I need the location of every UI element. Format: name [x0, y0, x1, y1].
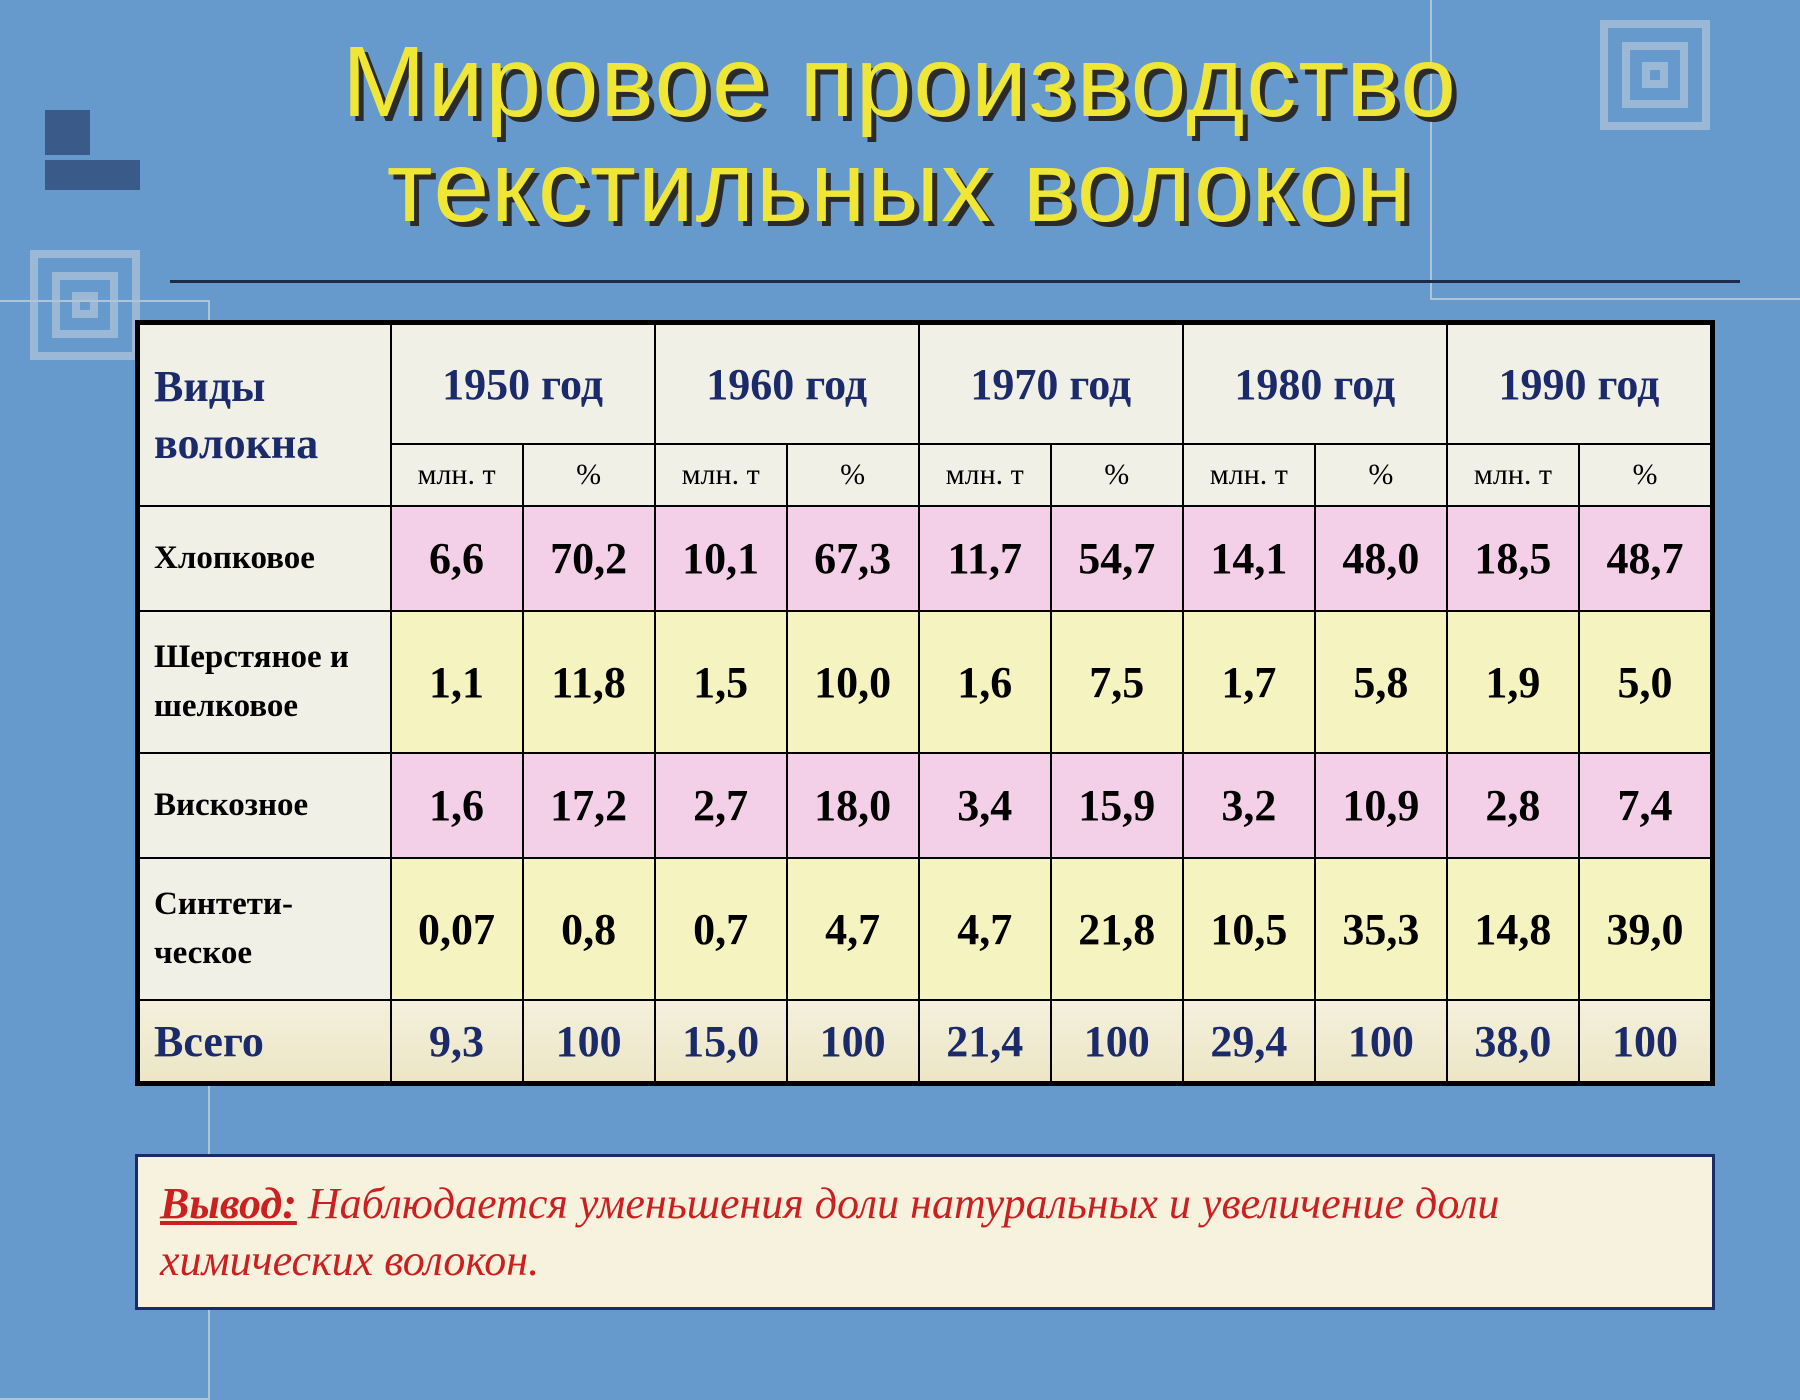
- table-row: Хлопковое 6,6 70,2 10,1 67,3 11,7 54,7 1…: [139, 506, 1711, 611]
- cell: 100: [1051, 1000, 1183, 1082]
- title-line-2: текстильных волокон: [387, 131, 1413, 243]
- cell: 21,4: [919, 1000, 1051, 1082]
- conclusion-label: Вывод:: [160, 1179, 297, 1228]
- divider: [170, 280, 1740, 283]
- cell: 2,8: [1447, 753, 1579, 858]
- unit-header: %: [1579, 444, 1711, 506]
- cell: 14,1: [1183, 506, 1315, 611]
- cell: 29,4: [1183, 1000, 1315, 1082]
- cell: 9,3: [391, 1000, 523, 1082]
- cell: 7,4: [1579, 753, 1711, 858]
- cell: 100: [787, 1000, 919, 1082]
- cell: 18,5: [1447, 506, 1579, 611]
- cell: 5,0: [1579, 611, 1711, 753]
- unit-header: млн. т: [919, 444, 1051, 506]
- cell: 0,07: [391, 858, 523, 1000]
- cell: 1,6: [391, 753, 523, 858]
- cell: 14,8: [1447, 858, 1579, 1000]
- row-label: Вискозное: [139, 753, 391, 858]
- header-row-years: Виды волокна 1950 год 1960 год 1970 год …: [139, 324, 1711, 444]
- cell: 1,1: [391, 611, 523, 753]
- unit-header: млн. т: [1447, 444, 1579, 506]
- table-row: Синтети-ческое 0,07 0,8 0,7 4,7 4,7 21,8…: [139, 858, 1711, 1000]
- cell: 4,7: [787, 858, 919, 1000]
- cell: 1,7: [1183, 611, 1315, 753]
- cell: 54,7: [1051, 506, 1183, 611]
- cell: 3,4: [919, 753, 1051, 858]
- year-header: 1960 год: [655, 324, 919, 444]
- cell: 15,9: [1051, 753, 1183, 858]
- table-row: Шерстяное и шелковое 1,1 11,8 1,5 10,0 1…: [139, 611, 1711, 753]
- cell: 17,2: [523, 753, 655, 858]
- unit-header: млн. т: [391, 444, 523, 506]
- cell: 10,5: [1183, 858, 1315, 1000]
- cell: 1,5: [655, 611, 787, 753]
- title-line-1: Мировое производство: [342, 26, 1458, 138]
- cell: 10,0: [787, 611, 919, 753]
- year-header: 1990 год: [1447, 324, 1711, 444]
- unit-header: %: [1051, 444, 1183, 506]
- cell: 7,5: [1051, 611, 1183, 753]
- cell: 48,0: [1315, 506, 1447, 611]
- conclusion-box: Вывод: Наблюдается уменьшения доли натур…: [135, 1154, 1715, 1310]
- table-row: Вискозное 1,6 17,2 2,7 18,0 3,4 15,9 3,2…: [139, 753, 1711, 858]
- cell: 39,0: [1579, 858, 1711, 1000]
- total-label: Всего: [139, 1000, 391, 1082]
- unit-header: %: [1315, 444, 1447, 506]
- cell: 3,2: [1183, 753, 1315, 858]
- year-header: 1970 год: [919, 324, 1183, 444]
- cell: 11,8: [523, 611, 655, 753]
- total-row: Всего 9,3 100 15,0 100 21,4 100 29,4 100…: [139, 1000, 1711, 1082]
- cell: 100: [1579, 1000, 1711, 1082]
- slide-title: Мировое производство текстильных волокон: [0, 30, 1800, 240]
- cell: 2,7: [655, 753, 787, 858]
- cell: 100: [523, 1000, 655, 1082]
- cell: 5,8: [1315, 611, 1447, 753]
- conclusion-text: Наблюдается уменьшения доли натуральных …: [160, 1179, 1499, 1285]
- unit-header: %: [523, 444, 655, 506]
- cell: 15,0: [655, 1000, 787, 1082]
- row-label: Хлопковое: [139, 506, 391, 611]
- row-label: Синтети-ческое: [139, 858, 391, 1000]
- cell: 1,6: [919, 611, 1051, 753]
- cell: 0,7: [655, 858, 787, 1000]
- unit-header: %: [787, 444, 919, 506]
- cell: 10,1: [655, 506, 787, 611]
- cell: 48,7: [1579, 506, 1711, 611]
- row-header-title: Виды волокна: [139, 324, 391, 506]
- cell: 1,9: [1447, 611, 1579, 753]
- cell: 70,2: [523, 506, 655, 611]
- unit-header: млн. т: [655, 444, 787, 506]
- cell: 11,7: [919, 506, 1051, 611]
- cell: 100: [1315, 1000, 1447, 1082]
- cell: 4,7: [919, 858, 1051, 1000]
- year-header: 1950 год: [391, 324, 655, 444]
- year-header: 1980 год: [1183, 324, 1447, 444]
- cell: 0,8: [523, 858, 655, 1000]
- cell: 67,3: [787, 506, 919, 611]
- cell: 21,8: [1051, 858, 1183, 1000]
- cell: 38,0: [1447, 1000, 1579, 1082]
- cell: 10,9: [1315, 753, 1447, 858]
- unit-header: млн. т: [1183, 444, 1315, 506]
- cell: 35,3: [1315, 858, 1447, 1000]
- row-label: Шерстяное и шелковое: [139, 611, 391, 753]
- cell: 6,6: [391, 506, 523, 611]
- data-table: Виды волокна 1950 год 1960 год 1970 год …: [135, 320, 1715, 1086]
- cell: 18,0: [787, 753, 919, 858]
